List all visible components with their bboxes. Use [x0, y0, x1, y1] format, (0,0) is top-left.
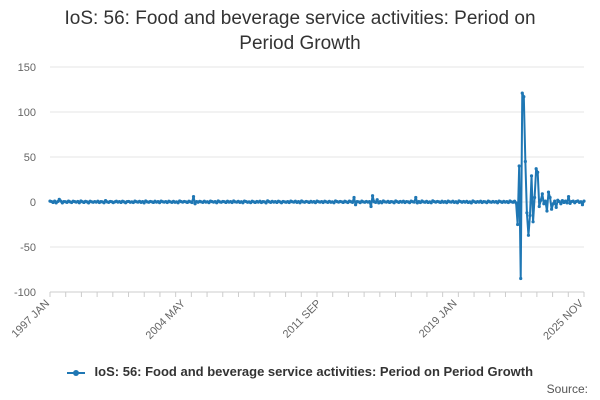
data-point [533, 195, 537, 200]
y-tick-label: 100 [18, 107, 36, 119]
data-point [531, 220, 535, 224]
source-label: Source: [546, 382, 588, 396]
data-point [353, 203, 358, 207]
legend-marker-icon [66, 369, 85, 376]
data-point [539, 198, 543, 202]
y-tick-label: -100 [14, 287, 36, 299]
data-point [566, 195, 571, 199]
data-point [374, 200, 378, 204]
data-point [537, 204, 541, 209]
data-point [520, 91, 524, 95]
data-point [548, 195, 552, 200]
data-point [543, 199, 548, 203]
data-point [193, 202, 197, 206]
x-axis: 1997 JAN 2004 MAY 2011 SEP 2019 JAN 2025 NOV [9, 291, 587, 342]
data-series[interactable] [48, 91, 586, 281]
data-point [350, 200, 355, 204]
data-point [582, 199, 586, 203]
y-tick-label: 150 [18, 62, 36, 74]
x-tick-label: 2011 SEP [281, 298, 324, 341]
data-point [528, 213, 532, 218]
data-point [367, 199, 372, 204]
y-tick-label: 50 [24, 152, 36, 164]
chart-title-line-1: IoS: 56: Food and beverage service activ… [64, 8, 536, 29]
data-point [551, 202, 555, 206]
y-axis: 150 100 50 0 -50 -100 [14, 62, 36, 299]
data-point [529, 174, 534, 178]
legend[interactable]: IoS: 56: Food and beverage service activ… [0, 364, 600, 379]
x-tick-label: 1997 JAN [9, 298, 52, 341]
x-tick-label: 2025 NOV [541, 297, 586, 342]
data-point [540, 192, 544, 196]
x-tick-label: 2019 JAN [417, 298, 460, 341]
y-tick-label: 0 [30, 197, 36, 209]
data-point [525, 211, 529, 215]
data-point [412, 200, 416, 204]
data-point [536, 170, 540, 174]
data-point [414, 195, 418, 200]
data-point [523, 159, 527, 164]
data-point [514, 201, 518, 205]
data-point [579, 200, 583, 204]
data-point [190, 200, 194, 205]
data-point [545, 209, 549, 213]
data-point [522, 95, 526, 99]
data-point [517, 164, 521, 168]
data-point [559, 202, 563, 206]
data-point [549, 207, 554, 211]
data-point [526, 233, 531, 237]
chart-title-line-2: Period Growth [239, 33, 361, 54]
data-point [519, 276, 523, 281]
data-point [56, 199, 60, 204]
grid-lines [50, 66, 584, 293]
data-point [369, 204, 373, 209]
data-point [516, 222, 520, 227]
data-point [565, 201, 569, 205]
data-point [375, 198, 379, 202]
data-point [553, 199, 557, 203]
chart-title: IoS: 56: Food and beverage service activ… [0, 6, 600, 56]
data-point [191, 195, 196, 199]
data-point [546, 190, 551, 194]
data-point [580, 203, 585, 207]
data-point [352, 195, 356, 200]
y-tick-label: -50 [20, 242, 36, 254]
series-line [49, 92, 585, 280]
data-point [534, 167, 538, 171]
data-point [554, 205, 558, 209]
x-tick-label: 2004 MAY [144, 297, 189, 342]
data-point [370, 194, 375, 198]
legend-label: IoS: 56: Food and beverage service activ… [94, 364, 534, 379]
data-point [542, 202, 546, 206]
data-point [557, 199, 561, 204]
